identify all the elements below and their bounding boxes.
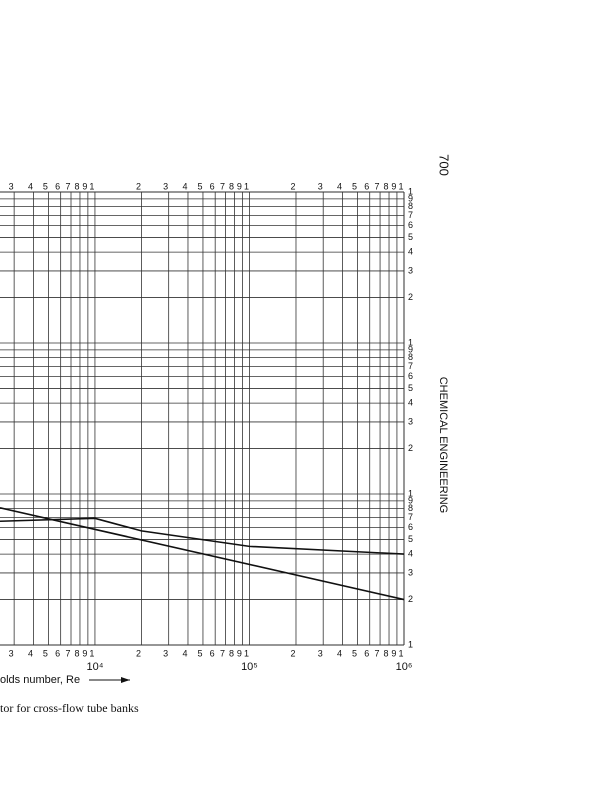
x-tick-label: 1 xyxy=(89,181,94,191)
y-tick-label: 8 xyxy=(408,352,413,362)
x-tick-label: 9 xyxy=(82,648,87,658)
x-tick-label: 9 xyxy=(391,648,396,658)
x-tick-label: 7 xyxy=(65,648,70,658)
x-tick-label: 1 xyxy=(89,648,94,658)
x-tick-label: 6 xyxy=(364,648,369,658)
y-tick-label: 5 xyxy=(408,383,413,393)
x-tick-label: 1 xyxy=(398,181,403,191)
x-axis-title: olds number, Re xyxy=(0,674,80,686)
y-tick-label: 6 xyxy=(408,371,413,381)
y-tick-label: 9 xyxy=(408,495,413,505)
y-tick-label: 7 xyxy=(408,512,413,522)
y-tick-label: 4 xyxy=(408,397,413,407)
x-tick-label: 4 xyxy=(182,181,187,191)
data-line xyxy=(0,517,405,555)
data-line xyxy=(0,507,405,601)
x-tick-label: 2 xyxy=(290,648,295,658)
x-tick-label: 9 xyxy=(82,181,87,191)
x-tick-label: 7 xyxy=(375,181,380,191)
x-tick-label: 6 xyxy=(55,181,60,191)
y-tick-label: 3 xyxy=(408,416,413,426)
x-tick-label: 1 xyxy=(398,648,403,658)
x-tick-label: 7 xyxy=(220,648,225,658)
y-tick-label: 8 xyxy=(408,503,413,513)
x-tick-label: 8 xyxy=(384,181,389,191)
y-tick-label: 7 xyxy=(408,361,413,371)
x-tick-label: 7 xyxy=(65,181,70,191)
y-tick-label: 4 xyxy=(408,548,413,558)
x-tick-label: 5 xyxy=(352,181,357,191)
x-tick-label: 3 xyxy=(163,648,168,658)
x-tick-label: 8 xyxy=(384,648,389,658)
x-tick-label: 9 xyxy=(391,181,396,191)
y-tick-label: 3 xyxy=(408,567,413,577)
x-tick-label: 8 xyxy=(74,181,79,191)
y-tick-label: 2 xyxy=(408,443,413,453)
x-tick-label: 6 xyxy=(210,181,215,191)
y-tick-label: 1 xyxy=(408,337,413,347)
x-tick-label: 6 xyxy=(210,648,215,658)
x-tick-label: 5 xyxy=(197,181,202,191)
x-tick-label: 4 xyxy=(182,648,187,658)
x-tick-label: 7 xyxy=(375,648,380,658)
page-number: 700 xyxy=(437,154,452,176)
x-tick-label: 2 xyxy=(136,181,141,191)
x-decade-label: 10⁴ xyxy=(86,661,103,673)
y-tick-label: 2 xyxy=(408,292,413,302)
x-tick-label: 3 xyxy=(318,181,323,191)
x-tick-label: 3 xyxy=(9,181,14,191)
axis-arrow-head xyxy=(121,677,130,683)
x-tick-label: 3 xyxy=(318,648,323,658)
x-tick-label: 8 xyxy=(229,181,234,191)
x-tick-label: 9 xyxy=(237,648,242,658)
x-tick-label: 5 xyxy=(197,648,202,658)
x-tick-label: 2 xyxy=(136,648,141,658)
y-tick-label: 2 xyxy=(408,594,413,604)
x-tick-label: 4 xyxy=(28,648,33,658)
y-tick-label: 3 xyxy=(408,265,413,275)
x-tick-label: 3 xyxy=(9,648,14,658)
x-decade-label: 10⁶ xyxy=(396,661,413,673)
caption: tor for cross-flow tube banks xyxy=(0,701,139,715)
x-tick-label: 7 xyxy=(220,181,225,191)
x-tick-label: 8 xyxy=(229,648,234,658)
x-tick-label: 3 xyxy=(163,181,168,191)
x-tick-label: 1 xyxy=(244,181,249,191)
y-tick-label: 1 xyxy=(408,639,413,649)
x-tick-label: 5 xyxy=(352,648,357,658)
y-tick-label: 1 xyxy=(408,488,413,498)
x-tick-label: 5 xyxy=(43,181,48,191)
y-tick-label: 6 xyxy=(408,220,413,230)
x-tick-label: 5 xyxy=(43,648,48,658)
x-tick-label: 2 xyxy=(290,181,295,191)
y-tick-label: 8 xyxy=(408,201,413,211)
y-tick-label: 5 xyxy=(408,534,413,544)
x-decade-label: 10⁵ xyxy=(241,661,258,673)
y-tick-label: 6 xyxy=(408,522,413,532)
y-tick-label: 1 xyxy=(408,186,413,196)
x-tick-label: 1 xyxy=(244,648,249,658)
x-tick-label: 9 xyxy=(237,181,242,191)
y-tick-label: 5 xyxy=(408,232,413,242)
x-tick-label: 4 xyxy=(337,648,342,658)
x-tick-label: 8 xyxy=(74,648,79,658)
y-tick-label: 9 xyxy=(408,344,413,354)
x-tick-label: 6 xyxy=(364,181,369,191)
y-tick-label: 7 xyxy=(408,210,413,220)
y-tick-label: 9 xyxy=(408,193,413,203)
x-tick-label: 4 xyxy=(28,181,33,191)
x-tick-label: 6 xyxy=(55,648,60,658)
x-tick-label: 4 xyxy=(337,181,342,191)
running-head: CHEMICAL ENGINEERING xyxy=(437,377,449,514)
y-tick-label: 4 xyxy=(408,246,413,256)
